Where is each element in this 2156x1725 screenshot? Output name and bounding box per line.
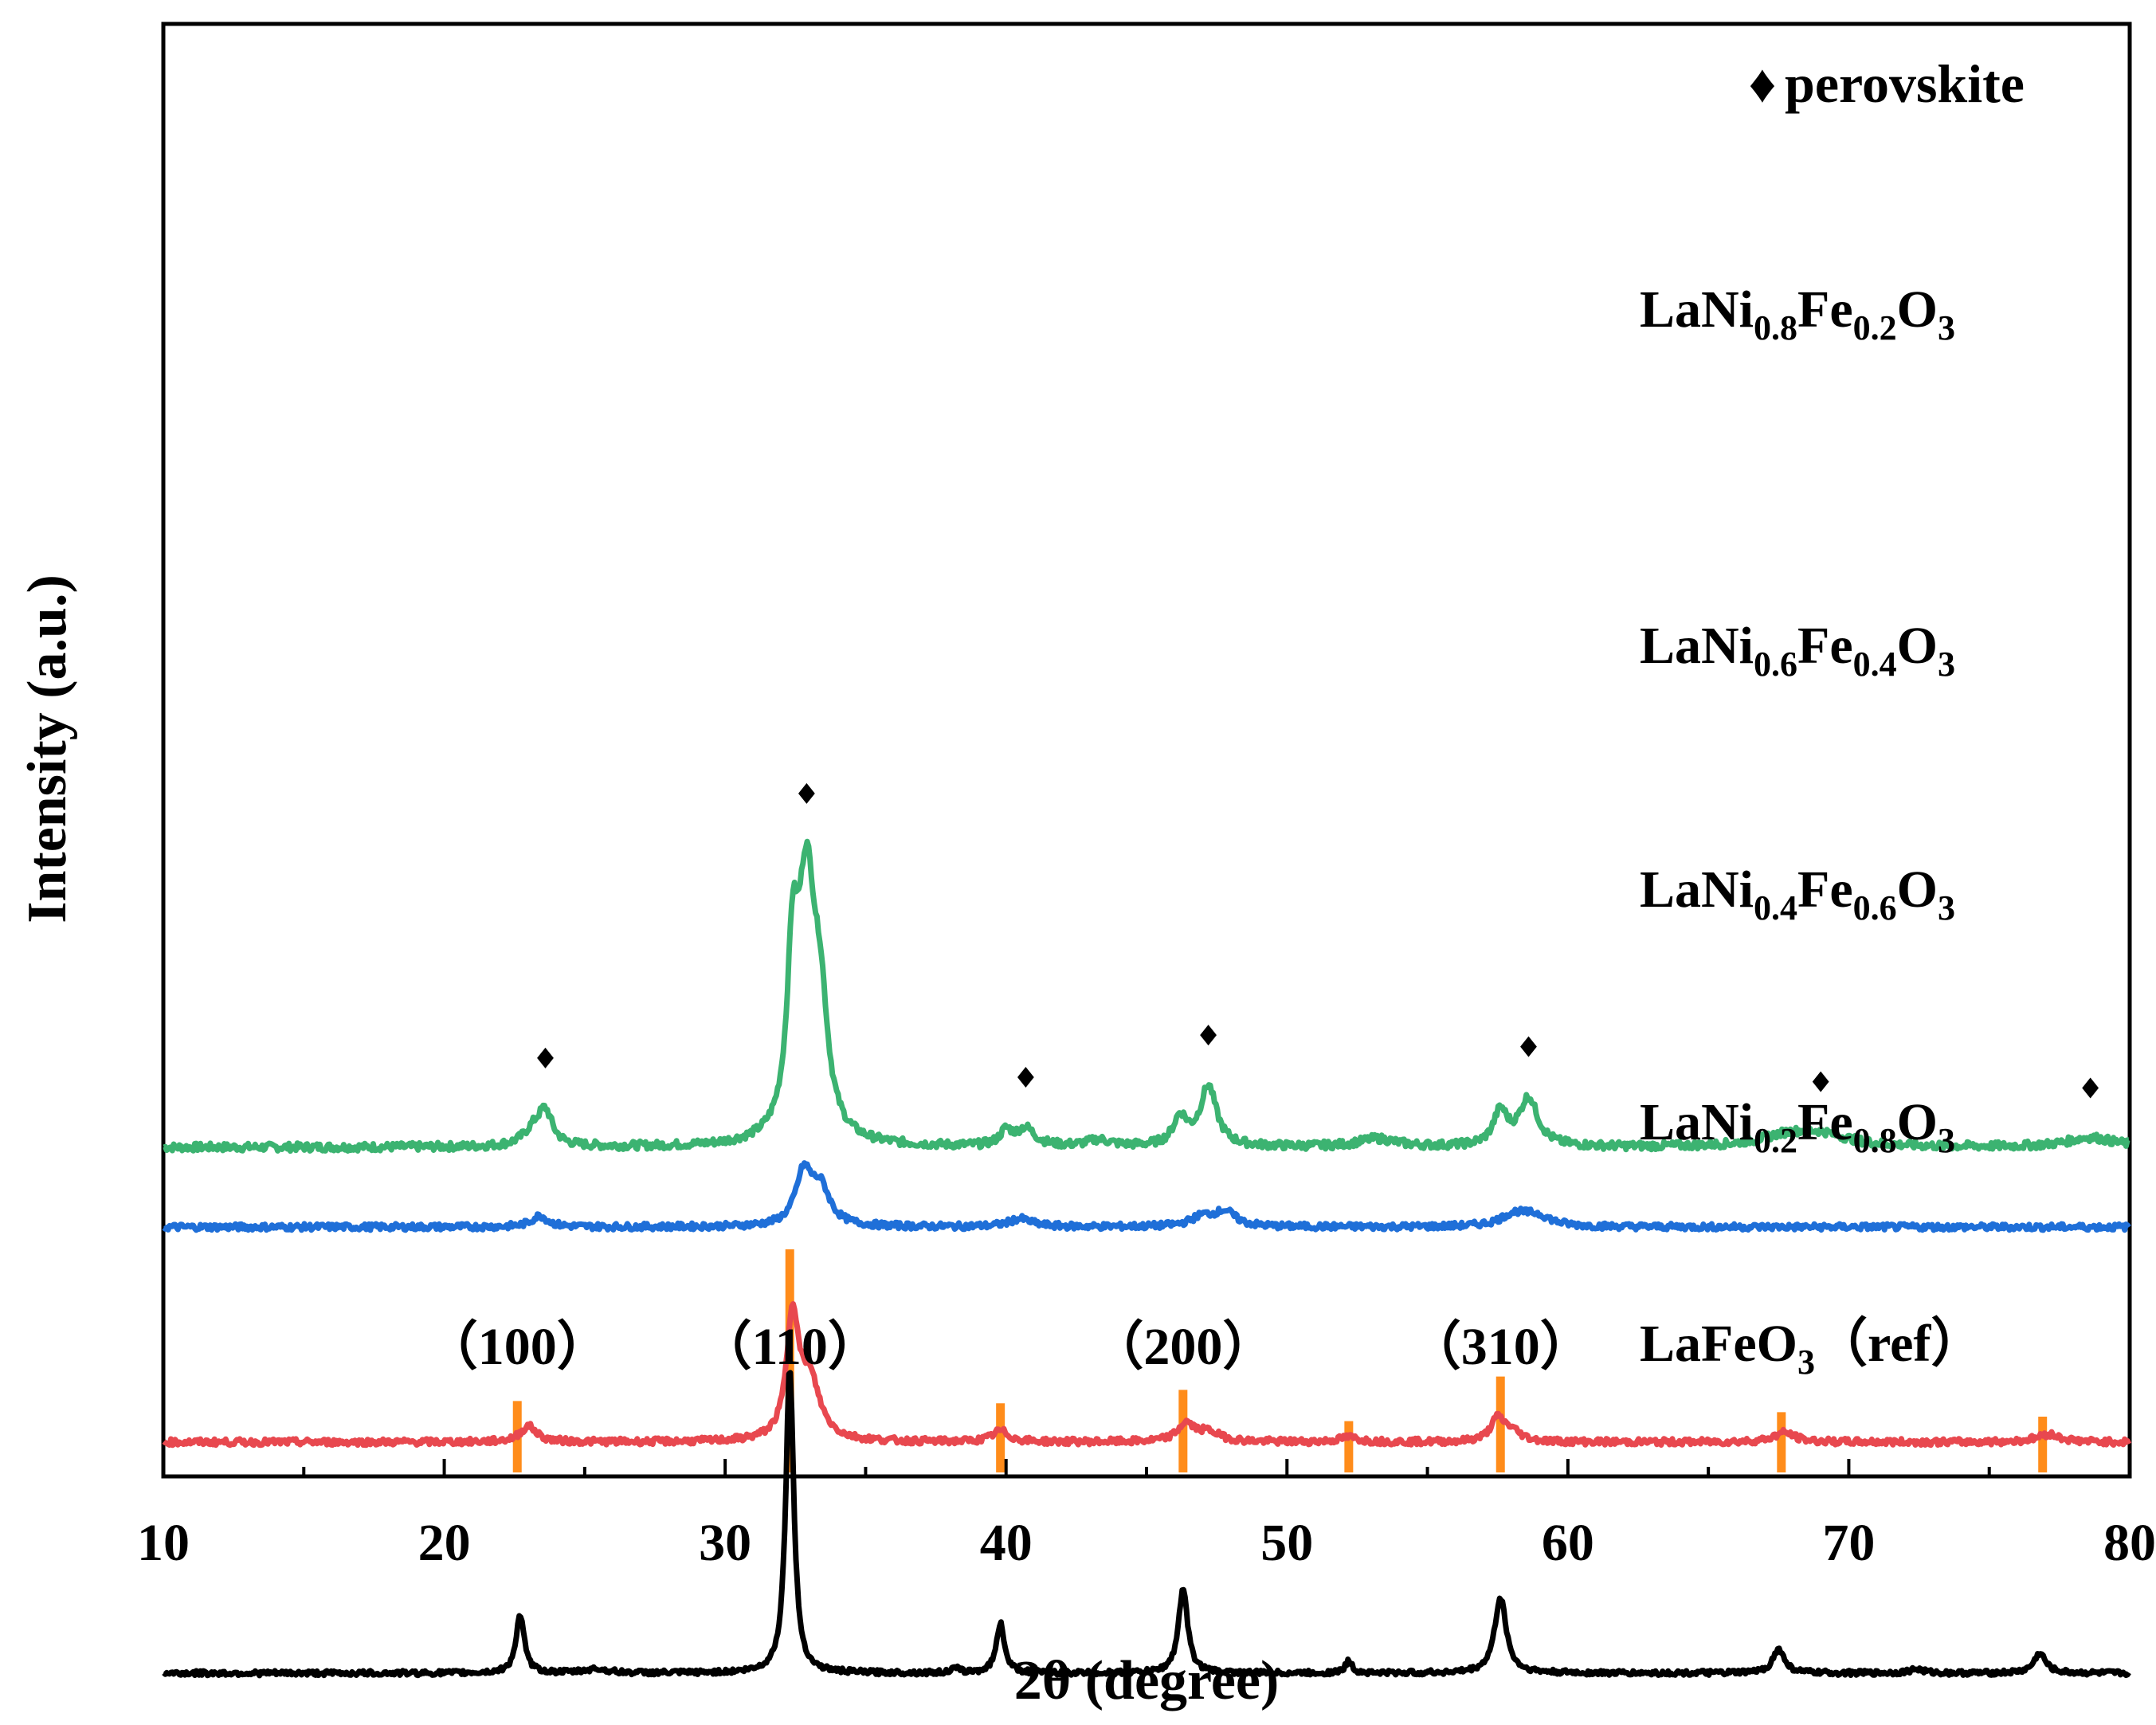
y-axis-title: Intensity (a.u.): [17, 574, 78, 923]
perovskite-marker-1: [537, 1047, 554, 1068]
miller-label-1: （100）: [425, 1317, 610, 1376]
legend-label: perovskite: [1785, 53, 2025, 114]
x-tick-label-10: 10: [137, 1514, 190, 1572]
reference-label: LaFeO3（ref）: [1640, 1314, 1983, 1382]
x-tick-label-50: 50: [1260, 1514, 1313, 1572]
x-tick-label-80: 80: [2103, 1514, 2156, 1572]
series-line-1: [163, 838, 2131, 1155]
x-tick-label-20: 20: [418, 1514, 471, 1572]
perovskite-marker-4: [1200, 1025, 1217, 1046]
x-tick-label-60: 60: [1542, 1514, 1594, 1572]
perovskite-marker-5: [1520, 1036, 1537, 1057]
legend-marker-icon: ♦: [1749, 53, 1777, 114]
series-group: [162, 838, 2132, 1679]
series-line-2: [162, 1160, 2131, 1233]
legend: ♦ perovskite: [1749, 53, 2025, 114]
series-line-4: [162, 1370, 2131, 1679]
miller-index-labels: （100） （110） （200） （310）: [425, 1317, 1593, 1376]
perovskite-marker-3: [1017, 1067, 1034, 1088]
perovskite-marker-2: [798, 782, 815, 804]
perovskite-markers-group: [537, 782, 2099, 1099]
x-axis-title: 2θ (degree): [1014, 1650, 1280, 1711]
series-label-2: LaNi0.6Fe0.4O3: [1640, 617, 1955, 684]
x-tick-label-30: 30: [699, 1514, 751, 1572]
x-axis-ticks: [162, 1459, 2131, 1476]
series-label-4: LaNi0.2Fe0.8O3: [1640, 1093, 1955, 1160]
perovskite-marker-7: [2082, 1077, 2099, 1099]
series-labels-group: LaNi0.8Fe0.2O3 LaNi0.6Fe0.4O3 LaNi0.4Fe0.6…: [1640, 280, 1983, 1382]
series-label-1: LaNi0.8Fe0.2O3: [1640, 280, 1955, 347]
plot-frame: [161, 22, 2132, 1479]
series-line-3: [162, 1301, 2132, 1449]
series-label-3: LaNi0.4Fe0.6O3: [1640, 861, 1955, 927]
perovskite-marker-6: [1812, 1071, 1829, 1092]
miller-label-3: （200）: [1091, 1317, 1275, 1376]
miller-label-2: （110）: [700, 1317, 880, 1376]
x-tick-label-40: 40: [980, 1514, 1033, 1572]
x-axis-tick-labels: 10 20 30 40 50 60 70 80: [137, 1514, 2156, 1572]
x-tick-label-70: 70: [1822, 1514, 1875, 1572]
miller-label-4: （310）: [1409, 1317, 1593, 1376]
